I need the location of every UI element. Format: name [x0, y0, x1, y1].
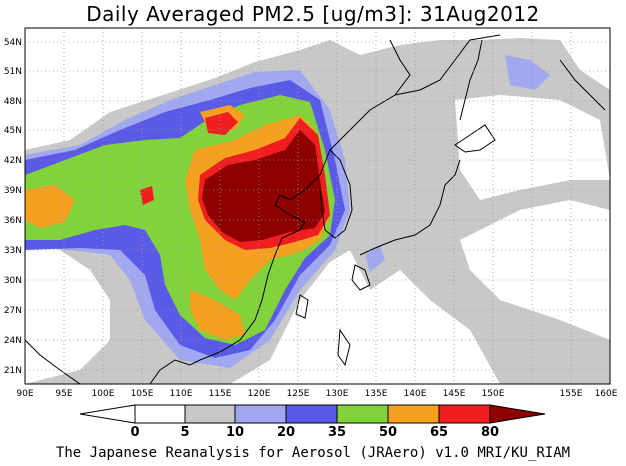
- coastline-korea: [319, 149, 353, 239]
- lon-label: 155E: [560, 389, 583, 399]
- colorbar-segment: [234, 404, 287, 424]
- lon-label: 145E: [443, 389, 466, 399]
- colorbar-label: 80: [481, 425, 499, 440]
- lat-label: 42N: [4, 156, 22, 166]
- colorbar-label: 0: [130, 425, 139, 440]
- lon-label: 110E: [170, 389, 193, 399]
- contour-white-pacific: [460, 200, 610, 340]
- contour-orange-west: [25, 185, 75, 228]
- lon-label: 90E: [16, 389, 33, 399]
- lat-label: 36N: [4, 216, 22, 226]
- lat-label: 48N: [4, 97, 22, 107]
- coastlines: [25, 34, 606, 384]
- coastline-kyushu: [351, 264, 371, 291]
- coastline-russia: [394, 34, 501, 96]
- coastline-kamchatka: [559, 59, 606, 111]
- concentration-field: [25, 38, 610, 384]
- colorbar-segment: [387, 404, 440, 424]
- colorbar-label: 35: [328, 425, 346, 440]
- coastline-china: [189, 39, 411, 366]
- contour-lightblue-japan: [365, 245, 385, 272]
- lon-label: 130E: [326, 389, 349, 399]
- lat-label: 27N: [4, 306, 22, 316]
- colorbar-label: 10: [226, 425, 244, 440]
- coastline-japan-hokkaido: [454, 124, 496, 153]
- colorbar-segment-darkred-arrow: [489, 404, 546, 424]
- colorbar-labels: 0 5 10 20 35 50 65 80: [130, 425, 499, 440]
- colorbar-segment: [184, 404, 236, 424]
- lat-axis: 54N 51N 48N 45N 42N 39N 36N 33N 30N 27N …: [4, 38, 22, 376]
- contour-orange-south: [190, 290, 245, 340]
- contour-white-north: [455, 95, 610, 200]
- lon-label: 125E: [287, 389, 310, 399]
- lat-label: 45N: [4, 126, 22, 136]
- lat-label: 39N: [4, 186, 22, 196]
- colorbar-label: 50: [379, 425, 397, 440]
- colorbar-segment: [134, 404, 186, 424]
- lon-label: 150E: [482, 389, 505, 399]
- lat-label: 54N: [4, 38, 22, 48]
- colorbar-label: 20: [277, 425, 295, 440]
- contour-red-north: [205, 112, 238, 135]
- lon-label: 95E: [55, 389, 72, 399]
- lon-label: 115E: [209, 389, 232, 399]
- contour-darkred: [202, 130, 325, 242]
- lat-label: 30N: [4, 276, 22, 286]
- colorbar-segment: [336, 404, 389, 424]
- lon-label: 140E: [404, 389, 427, 399]
- coastline-sakhalin: [459, 39, 483, 121]
- colorbar-segment: [438, 404, 491, 424]
- lon-label: 135E: [365, 389, 388, 399]
- lat-label: 33N: [4, 246, 22, 256]
- coastline-india: [25, 339, 81, 384]
- lat-label: 51N: [4, 67, 22, 77]
- coastline-philippines: [337, 328, 351, 367]
- contour-red-spot: [140, 186, 154, 205]
- colorbar-segment-white-arrow: [79, 404, 136, 424]
- colorbar: [79, 404, 546, 424]
- lat-label: 21N: [4, 366, 22, 376]
- map-frame: [24, 27, 611, 385]
- contour-lightblue-east: [505, 55, 550, 90]
- lon-label: 160E: [595, 389, 618, 399]
- grid-lines: [25, 28, 610, 384]
- map-title: Daily Averaged PM2.5 [ug/m3]: 31Aug2012: [86, 2, 540, 26]
- credit-line: The Japanese Reanalysis for Aerosol (JRA…: [55, 445, 571, 461]
- coastline-taiwan: [295, 294, 309, 319]
- lon-label: 120E: [248, 389, 271, 399]
- colorbar-label: 65: [430, 425, 448, 440]
- lon-label: 105E: [131, 389, 154, 399]
- coastline-japan-honshu: [359, 159, 461, 256]
- lon-label: 100E: [92, 389, 115, 399]
- contour-white-ocean: [25, 240, 110, 384]
- lon-axis: 90E 95E 100E 105E 110E 115E 120E 125E 13…: [16, 389, 617, 399]
- colorbar-segment: [285, 404, 338, 424]
- lat-label: 24N: [4, 336, 22, 346]
- colorbar-label: 5: [180, 425, 189, 440]
- coastline-indochina: [149, 359, 191, 384]
